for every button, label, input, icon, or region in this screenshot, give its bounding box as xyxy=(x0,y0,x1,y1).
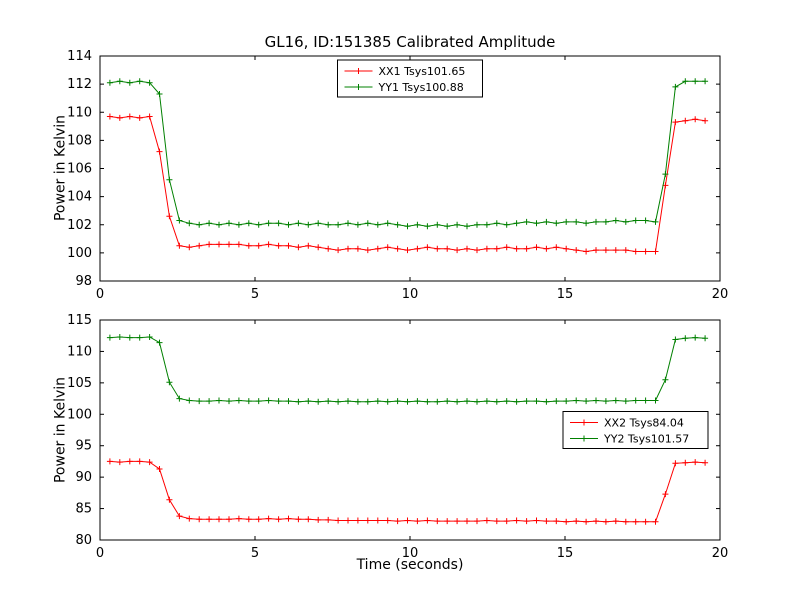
series-line xyxy=(109,80,706,227)
x-tick-label: 15 xyxy=(557,287,574,302)
series-line xyxy=(109,336,706,403)
y-tick-label: 108 xyxy=(67,133,92,148)
y-tick-label: 106 xyxy=(67,162,92,177)
x-tick-label: 10 xyxy=(402,287,419,302)
y-tick-label: 104 xyxy=(67,190,92,205)
series-line xyxy=(109,115,706,253)
x-tick-label: 5 xyxy=(251,546,259,561)
y-tick-label: 95 xyxy=(75,439,92,454)
legend-marker xyxy=(581,419,587,426)
y-tick-label: 110 xyxy=(67,105,92,120)
subplot-1: 0 5 10 15 20 98 100 102 104 106 108 110 112 114 XX1 Ts… xyxy=(67,49,728,302)
y-tick-label: 100 xyxy=(67,246,92,261)
legend-marker xyxy=(355,68,362,74)
legend-marker xyxy=(581,435,587,442)
chart-title: GL16, ID:151385 Calibrated Amplitude xyxy=(264,33,556,51)
y-tick-label: 102 xyxy=(67,218,92,233)
y-tick-label: 90 xyxy=(75,470,92,485)
y-tick-label: 98 xyxy=(75,274,92,289)
y-tick-label: 112 xyxy=(67,77,92,92)
y-axis-label-bottom: Power in Kelvin xyxy=(52,376,69,484)
x-tick-label: 20 xyxy=(712,546,729,561)
x-axis-label: Time (seconds) xyxy=(356,557,464,573)
series-markers xyxy=(106,334,709,405)
legend: XX1 Tsys101.65 YY1 Tsys100.88 xyxy=(337,59,483,98)
y-tick-label: 110 xyxy=(67,344,92,359)
y-axis-label-top: Power in Kelvin xyxy=(52,114,69,222)
legend-label: XX1 Tsys101.65 xyxy=(379,65,466,78)
y-tick-label: 85 xyxy=(75,502,92,517)
y-tick-label: 115 xyxy=(67,313,92,328)
series-markers xyxy=(106,78,709,230)
legend-label: YY2 Tsys101.57 xyxy=(603,433,689,446)
legend-box xyxy=(562,411,709,449)
x-tick-label: 10 xyxy=(402,546,419,561)
legend-label: YY1 Tsys100.88 xyxy=(378,81,464,94)
legend-label: XX2 Tsys84.04 xyxy=(604,417,684,430)
y-tick-label: 114 xyxy=(67,49,92,64)
x-tick-label: 0 xyxy=(96,546,104,561)
y-tick-label: 100 xyxy=(67,407,92,422)
x-tick-label: 15 xyxy=(557,546,574,561)
y-tick-label: 105 xyxy=(67,376,92,391)
subplot-2: 0 5 10 15 20 80 85 90 95 100 105 110 115 XX2 Tsys84.0… xyxy=(67,313,728,561)
legend-marker xyxy=(355,84,362,90)
x-tick-label: 0 xyxy=(96,287,104,302)
series-markers xyxy=(106,113,709,255)
x-tick-label: 5 xyxy=(251,287,259,302)
legend-box xyxy=(337,59,483,98)
y-tick-label: 80 xyxy=(75,533,92,548)
series-line xyxy=(109,460,706,523)
x-tick-label: 20 xyxy=(712,287,729,302)
series-markers xyxy=(106,458,709,525)
legend: XX2 Tsys84.04 YY2 Tsys101.57 xyxy=(562,411,709,449)
